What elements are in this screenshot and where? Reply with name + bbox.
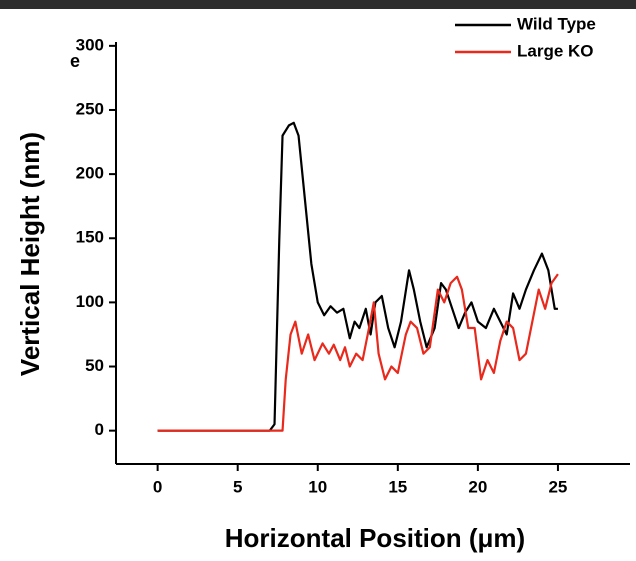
x-axis-label: Horizontal Position (μm) [225, 523, 525, 553]
y-tick-label: 100 [76, 292, 104, 311]
y-tick-label: 150 [76, 228, 104, 247]
y-tick-label: 50 [85, 356, 104, 375]
x-tick-label: 10 [308, 477, 327, 496]
y-tick-label: 200 [76, 164, 104, 183]
line-series [157, 273, 559, 432]
image-strip [0, 0, 636, 9]
y-axis-label: Vertical Height (nm) [15, 132, 45, 376]
x-tick-label: 5 [233, 477, 242, 496]
legend-label: Wild Type [517, 14, 596, 33]
x-tick-label: 25 [548, 477, 567, 496]
x-tick-label: 15 [388, 477, 407, 496]
legend-label: Large KO [517, 41, 594, 60]
panel-label: e [70, 51, 80, 71]
x-tick-label: 20 [468, 477, 487, 496]
y-tick-label: 300 [76, 35, 104, 54]
y-tick-label: 0 [95, 420, 104, 439]
y-tick-label: 250 [76, 99, 104, 118]
line-series [157, 121, 558, 432]
x-tick-label: 0 [153, 477, 162, 496]
